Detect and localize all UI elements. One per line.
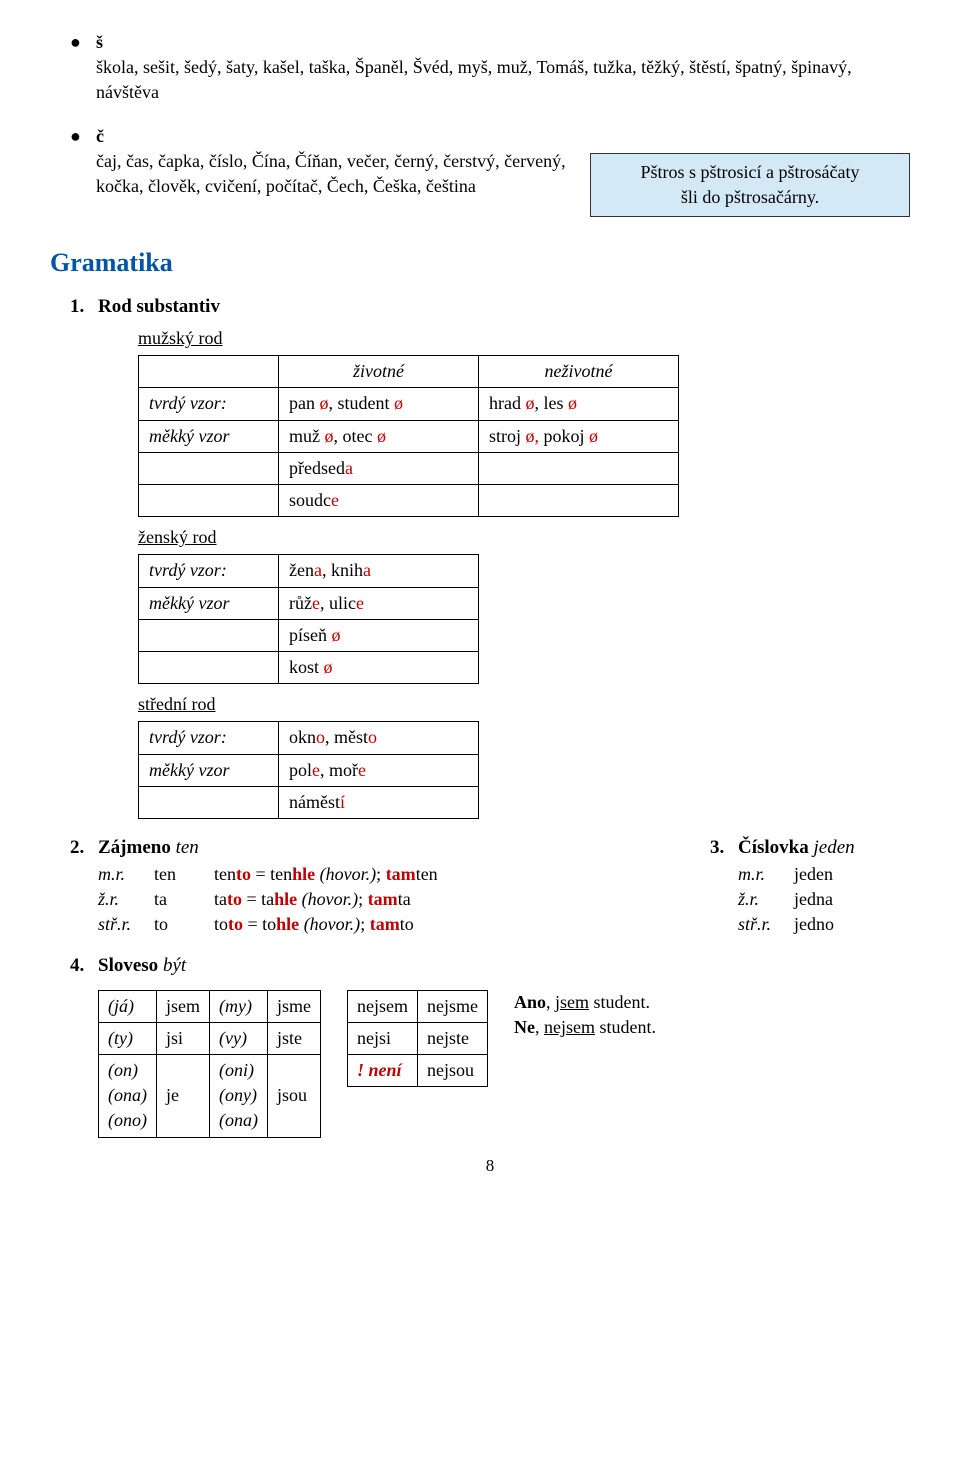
table-fem: tvrdý vzor: žena, kniha měkký vzor růže,… bbox=[138, 554, 479, 684]
cislovka-row-s: stř.r.jedno bbox=[738, 912, 910, 937]
bullet-c-label: č bbox=[96, 124, 910, 149]
zajmeno-row-z: ž.r.ta tato = tahle (hovor.); tamta bbox=[98, 887, 670, 912]
table-neut: tvrdý vzor: okno, město měkký vzor pole,… bbox=[138, 721, 479, 819]
callout-line1: Pštros s pštrosicí a pštrosáčaty bbox=[641, 162, 860, 182]
neut-r1-label: tvrdý vzor: bbox=[139, 722, 279, 754]
callout-line2: šli do pštrosačárny. bbox=[681, 187, 819, 207]
neut-r2-c1: pole, moře bbox=[279, 754, 479, 786]
fem-head: ženský rod bbox=[138, 525, 910, 550]
masc-r1-c2: hrad ø, les ø bbox=[479, 388, 679, 420]
bullet-c-text: čaj, čas, čapka, číslo, Čína, Číňan, več… bbox=[96, 151, 566, 196]
fem-r1-c1: žena, kniha bbox=[279, 555, 479, 587]
bullet-s-text: škola, sešit, šedý, šaty, kašel, taška, … bbox=[96, 55, 910, 105]
gramatika-heading: Gramatika bbox=[50, 245, 910, 281]
bullet-s: ● š škola, sešit, šedý, šaty, kašel, taš… bbox=[70, 30, 910, 106]
masc-extra2: soudce bbox=[279, 485, 479, 517]
masc-extra1: předseda bbox=[279, 452, 479, 484]
fem-r2-label: měkký vzor bbox=[139, 587, 279, 619]
th-ziv: životné bbox=[279, 356, 479, 388]
th-neziv: neživotné bbox=[479, 356, 679, 388]
neut-head: střední rod bbox=[138, 692, 910, 717]
sloveso-title: Sloveso být bbox=[98, 953, 186, 980]
masc-r1-c1: pan ø, student ø bbox=[279, 388, 479, 420]
zajmeno-row-s: stř.r.to toto = tohle (hovor.); tamto bbox=[98, 912, 670, 937]
bullet-dot: ● bbox=[70, 127, 96, 145]
bullet-c: ● č Pštros s pštrosicí a pštrosáčaty šli… bbox=[70, 124, 910, 228]
num-3: 3. bbox=[710, 835, 738, 862]
zajmeno-row-m: m.r.ten tento = tenhle (hovor.); tamten bbox=[98, 862, 670, 887]
section-zajmeno-cislovka: 2. Zájmeno ten m.r.ten tento = tenhle (h… bbox=[70, 835, 910, 937]
fem-r2-c1: růže, ulice bbox=[279, 587, 479, 619]
callout-box: Pštros s pštrosicí a pštrosáčaty šli do … bbox=[590, 153, 910, 217]
fem-r1-label: tvrdý vzor: bbox=[139, 555, 279, 587]
cislovka-title: Číslovka jeden bbox=[738, 835, 855, 862]
zajmeno-title: Zájmeno ten bbox=[98, 835, 199, 862]
masc-r2-c1: muž ø, otec ø bbox=[279, 420, 479, 452]
num-4: 4. bbox=[70, 953, 98, 980]
section-rod: 1. Rod substantiv mužský rod životné než… bbox=[70, 294, 910, 819]
page-number: 8 bbox=[70, 1154, 910, 1178]
cislovka-row-z: ž.r.jedna bbox=[738, 887, 910, 912]
masc-r2-label: měkký vzor bbox=[139, 420, 279, 452]
bullet-s-label: š bbox=[96, 30, 910, 55]
num-1: 1. bbox=[70, 294, 98, 321]
table-conj-pos: (já)jsem (my)jsme (ty)jsi (vy)jste (on)(… bbox=[98, 990, 321, 1138]
masc-r1-label: tvrdý vzor: bbox=[139, 388, 279, 420]
fem-extra2: kost ø bbox=[279, 651, 479, 683]
table-masc: životné neživotné tvrdý vzor: pan ø, stu… bbox=[138, 355, 679, 517]
section-sloveso: 4. Sloveso být (já)jsem (my)jsme (ty)jsi… bbox=[70, 953, 910, 1138]
cislovka-row-m: m.r.jeden bbox=[738, 862, 910, 887]
neut-r1-c1: okno, město bbox=[279, 722, 479, 754]
masc-head: mužský rod bbox=[138, 326, 910, 351]
fem-extra1: píseň ø bbox=[279, 619, 479, 651]
neut-extra: náměstí bbox=[279, 786, 479, 818]
num-2: 2. bbox=[70, 835, 98, 862]
example-sentences: Ano, jsem student. Ne, nejsem student. bbox=[514, 990, 656, 1040]
rod-title: Rod substantiv bbox=[98, 294, 220, 321]
bullet-dot: ● bbox=[70, 33, 96, 51]
table-conj-neg: nejsemnejsme nejsinejste ! nenínejsou bbox=[347, 990, 488, 1088]
neut-r2-label: měkký vzor bbox=[139, 754, 279, 786]
masc-r2-c2: stroj ø, pokoj ø bbox=[479, 420, 679, 452]
